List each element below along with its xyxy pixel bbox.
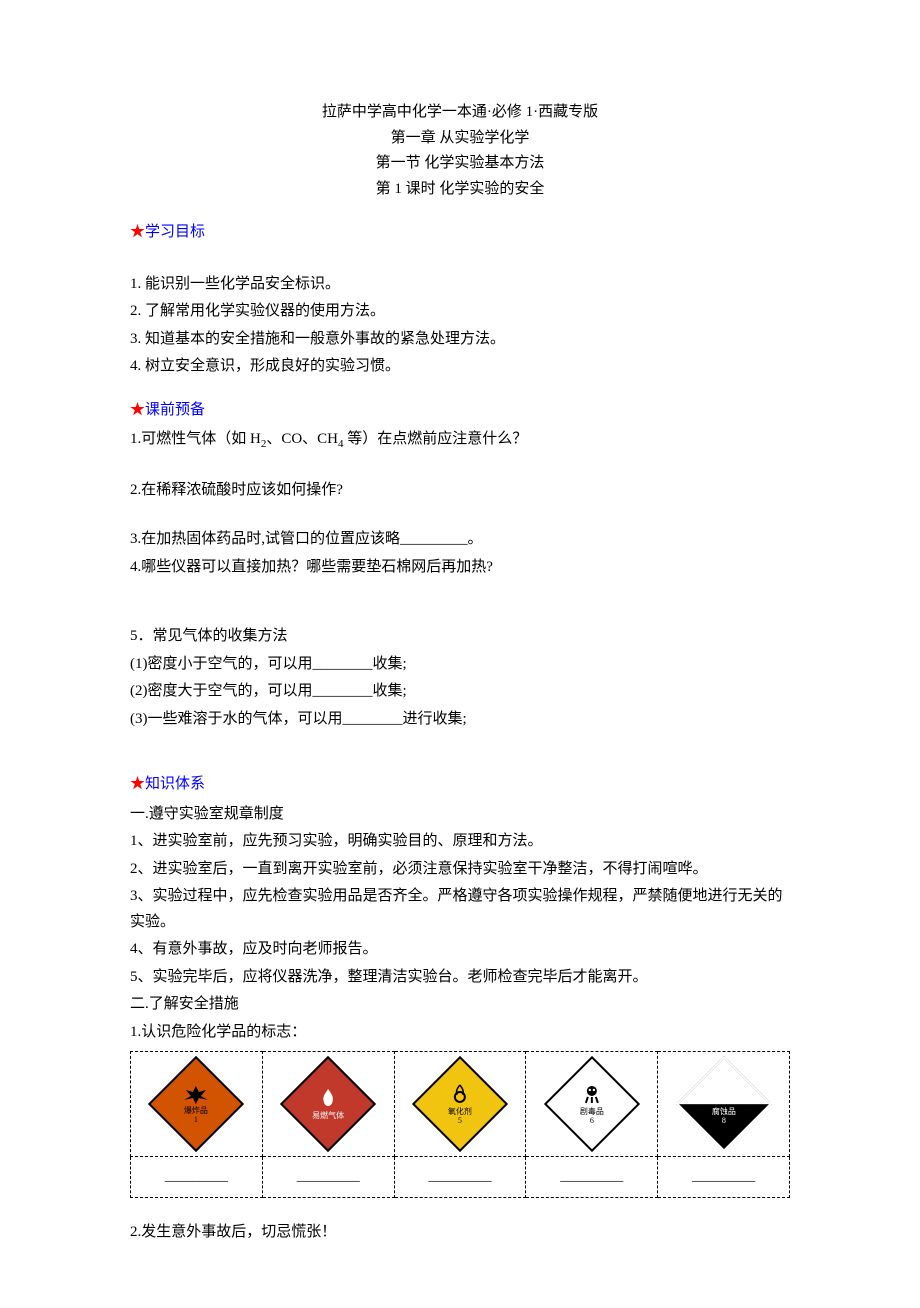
knowledge-item: 3、实验过程中，应先检查实验用品是否齐全。严格遵守各项实验操作规程，严禁随便地进… — [130, 884, 790, 935]
corrosive-icon: 腐蚀品8 — [676, 1056, 772, 1152]
knowledge-item: 二.了解安全措施 — [130, 992, 790, 1018]
knowledge-item: 1、进实验室前，应先预习实验，明确实验目的、原理和方法。 — [130, 829, 790, 855]
knowledge-heading-text: 知识体系 — [145, 776, 205, 792]
toxic-icon: 剧毒品6 — [544, 1056, 640, 1152]
prep-q3: 3.在加热固体药品时,试管口的位置应该略_________。 — [130, 527, 790, 553]
hazard-blank: _________ — [658, 1157, 790, 1198]
knowledge-heading: ★知识体系 — [130, 772, 790, 798]
prep-heading-text: 课前预备 — [145, 402, 205, 418]
knowledge-item: 2、进实验室后，一直到离开实验室前，必须注意保持实验室干净整洁，不得打闹喧哗。 — [130, 857, 790, 883]
star-icon: ★ — [130, 402, 145, 418]
goals-heading-text: 学习目标 — [145, 224, 205, 240]
prep-q5-2: (2)密度大于空气的，可以用________收集; — [130, 679, 790, 705]
section-title: 第一节 化学实验基本方法 — [130, 151, 790, 177]
hazard-cell: 腐蚀品8 — [658, 1052, 790, 1157]
prep-q5-1: (1)密度小于空气的，可以用________收集; — [130, 652, 790, 678]
hazard-cell: 爆炸品1 — [131, 1052, 263, 1157]
hazard-blank: _________ — [394, 1157, 526, 1198]
prep-q2: 2.在稀释浓硫酸时应该如何操作? — [130, 478, 790, 504]
hazard-blank: _________ — [262, 1157, 394, 1198]
chapter-title: 第一章 从实验学化学 — [130, 126, 790, 152]
hazard-blank: _________ — [526, 1157, 658, 1198]
prep-q5: 5．常见气体的收集方法 — [130, 624, 790, 650]
goal-item: 1. 能识别一些化学品安全标识。 — [130, 272, 790, 298]
oxidizer-icon: 氧化剂5 — [412, 1056, 508, 1152]
hazard-blank: _________ — [131, 1157, 263, 1198]
hazard-icons-row: 爆炸品1 易燃气体 氧化剂5 剧毒品6 腐蚀品8 — [131, 1052, 790, 1157]
hazard-cell: 氧化剂5 — [394, 1052, 526, 1157]
hazard-signs-table: 爆炸品1 易燃气体 氧化剂5 剧毒品6 腐蚀品8 _________ _____… — [130, 1051, 790, 1198]
knowledge-item: 4、有意外事故，应及时向老师报告。 — [130, 937, 790, 963]
hazard-cell: 剧毒品6 — [526, 1052, 658, 1157]
book-title: 拉萨中学高中化学一本通·必修 1·西藏专版 — [130, 100, 790, 126]
goal-item: 3. 知道基本的安全措施和一般意外事故的紧急处理方法。 — [130, 327, 790, 353]
goals-heading: ★学习目标 — [130, 220, 790, 246]
star-icon: ★ — [130, 224, 145, 240]
prep-q4: 4.哪些仪器可以直接加热？哪些需要垫石棉网后再加热? — [130, 555, 790, 581]
hazard-labels-row: _________ _________ _________ _________ … — [131, 1157, 790, 1198]
prep-q5-3: (3)一些难溶于水的气体，可以用________进行收集; — [130, 707, 790, 733]
star-icon: ★ — [130, 776, 145, 792]
knowledge-item: 一.遵守实验室规章制度 — [130, 802, 790, 828]
hazard-cell: 易燃气体 — [262, 1052, 394, 1157]
lesson-title: 第 1 课时 化学实验的安全 — [130, 177, 790, 203]
prep-heading: ★课前预备 — [130, 398, 790, 424]
knowledge-item: 5、实验完毕后，应将仪器洗净，整理清洁实验台。老师检查完毕后才能离开。 — [130, 965, 790, 991]
goal-item: 2. 了解常用化学实验仪器的使用方法。 — [130, 299, 790, 325]
goal-item: 4. 树立安全意识，形成良好的实验习惯。 — [130, 354, 790, 380]
explosive-icon: 爆炸品1 — [148, 1056, 244, 1152]
knowledge-item: 1.认识危险化学品的标志： — [130, 1020, 790, 1046]
knowledge-item: 2.发生意外事故后，切忌慌张！ — [130, 1220, 790, 1246]
prep-q1: 1.可燃性气体（如 H2、CO、CH4 等）在点燃前应注意什么？ — [130, 427, 790, 454]
flammable-gas-icon: 易燃气体 — [280, 1056, 376, 1152]
